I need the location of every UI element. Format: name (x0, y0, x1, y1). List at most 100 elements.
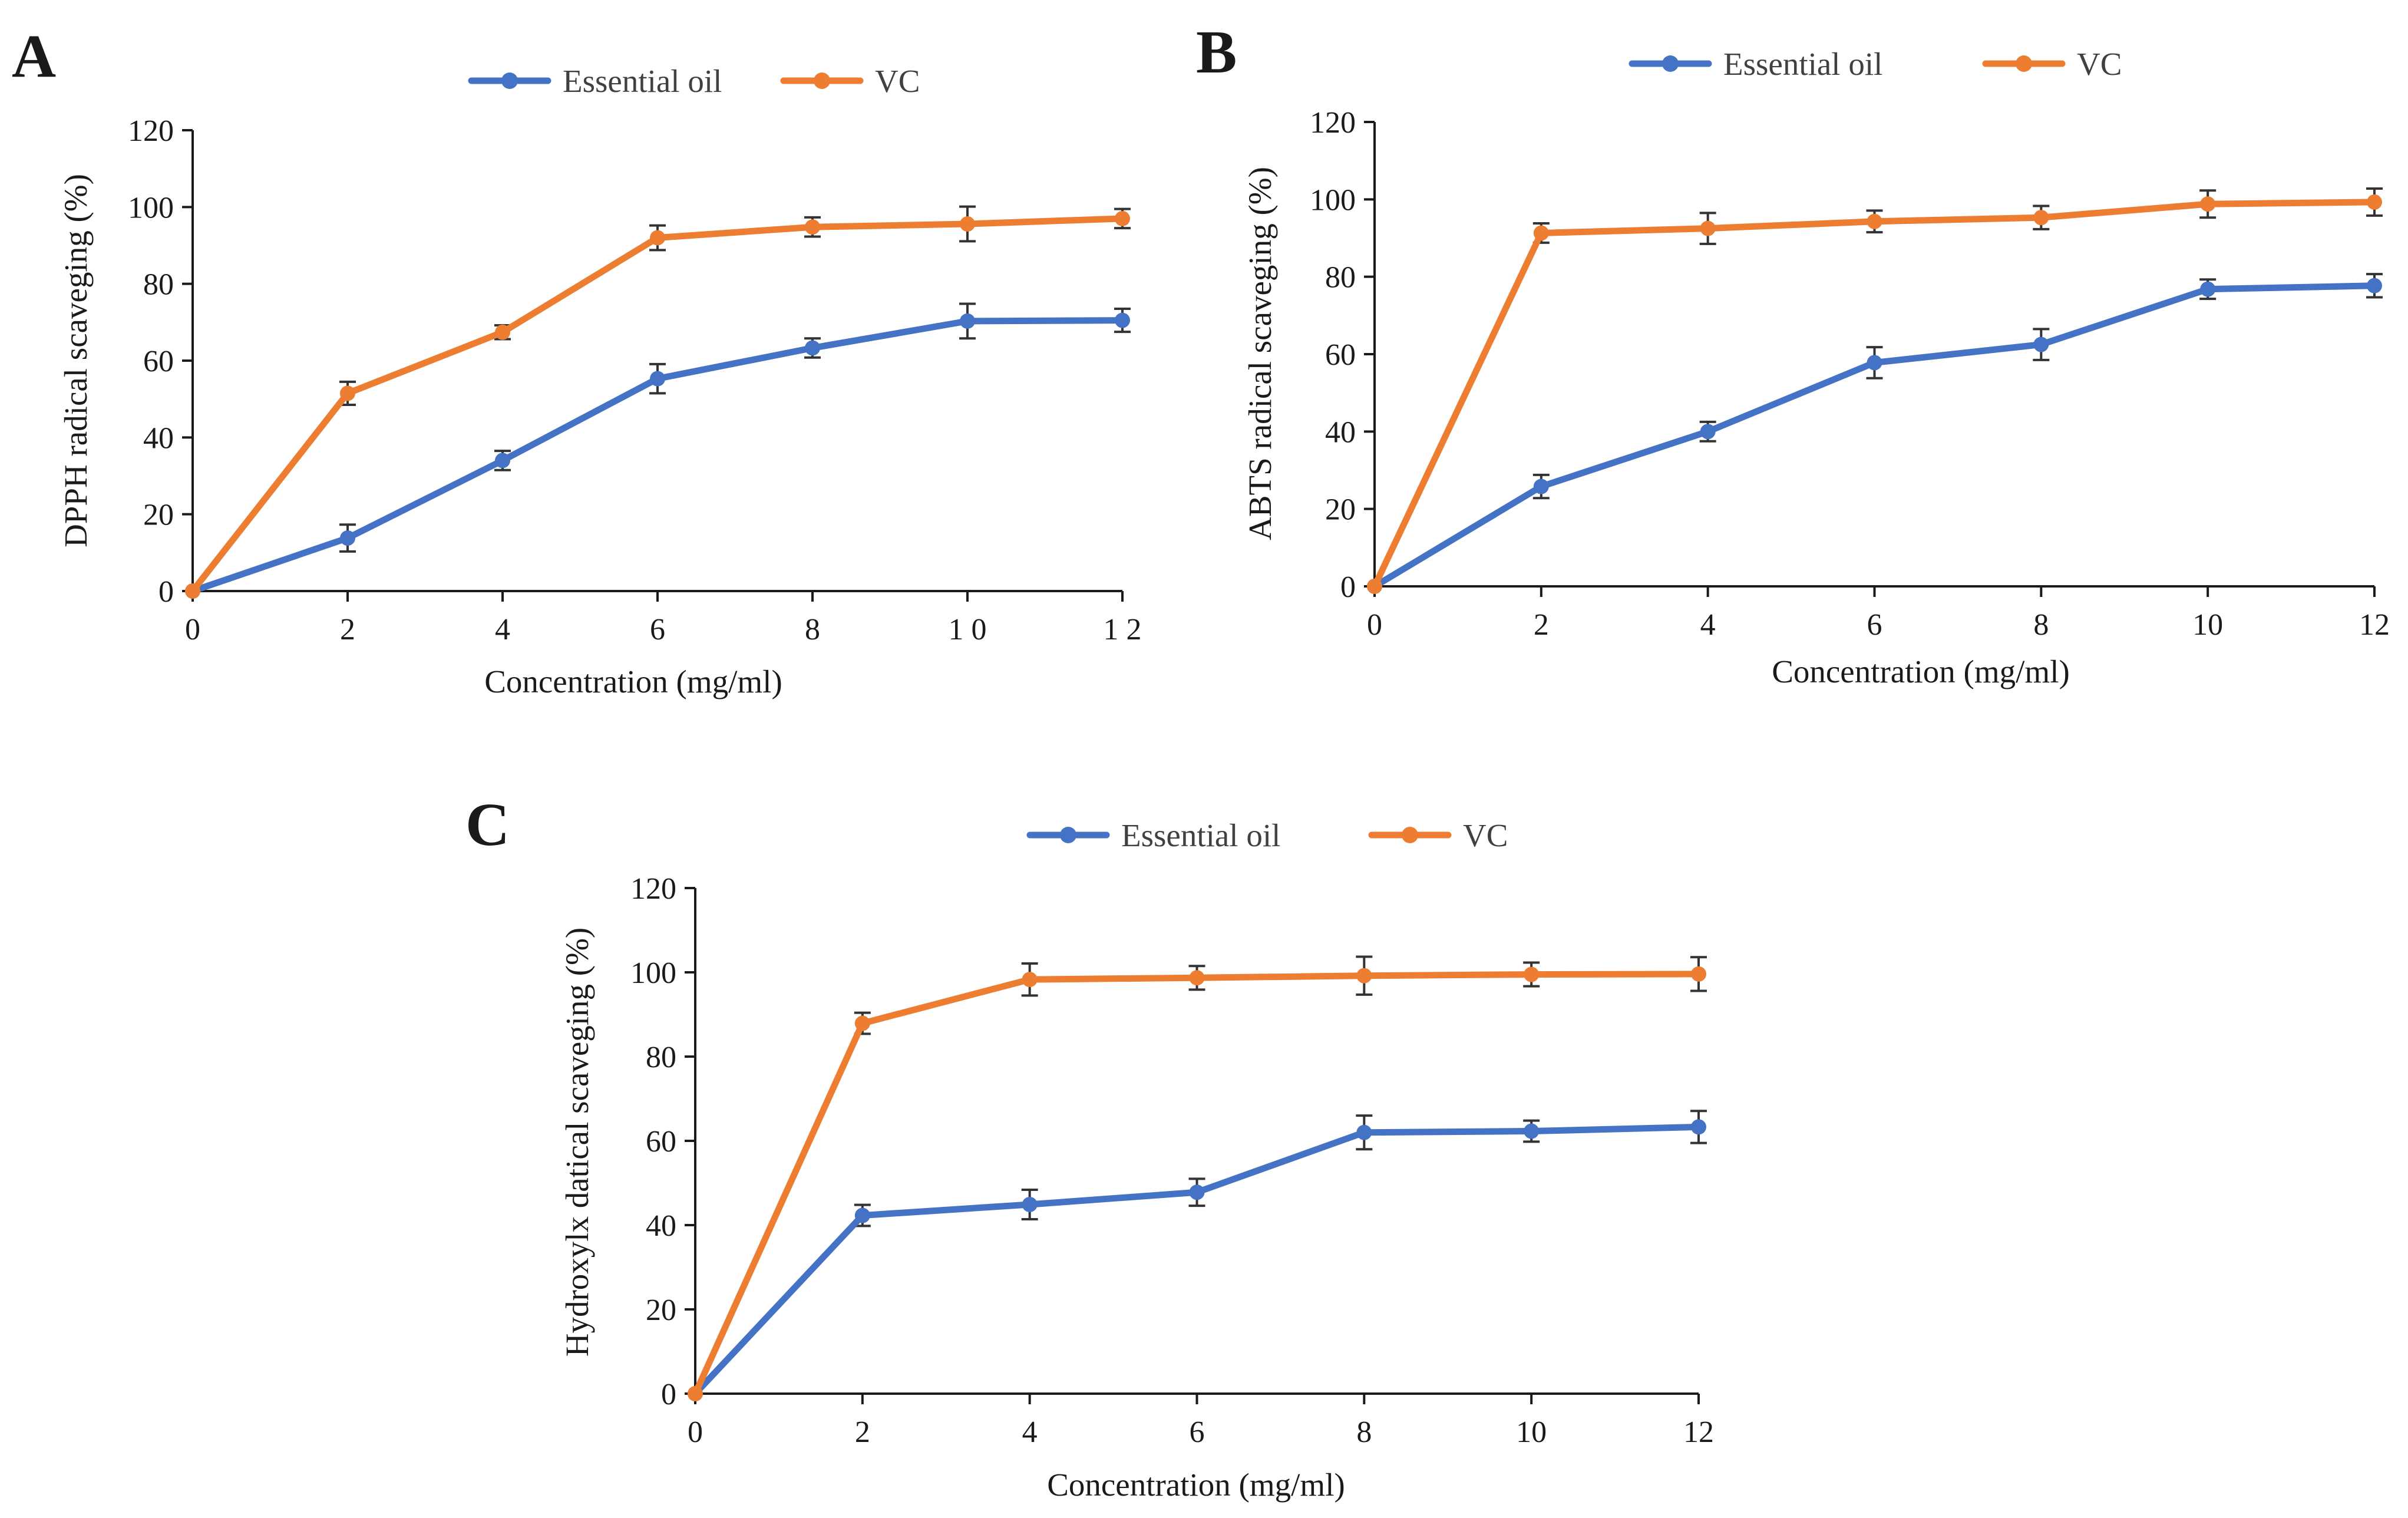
x-tick-label: 4 (1700, 608, 1716, 642)
series-essential-oil (688, 1110, 1707, 1401)
x-tick-label: 10 (1516, 1415, 1547, 1449)
legend-item-vc: VC (1368, 817, 1508, 853)
data-point (960, 216, 975, 232)
x-axis-title: Concentration (mg/ml) (1047, 1467, 1345, 1503)
data-point (2033, 210, 2049, 226)
legend-item-essential-oil: Essential oil (1629, 46, 1882, 82)
x-axis-title: Concentration (mg/ml) (484, 664, 782, 699)
chart-panel-b: B 0 20 40 60 80 100 120 0 2 4 6 8 10 12 Concentration (… (1196, 18, 2390, 689)
y-tick-label: 20 (143, 499, 174, 532)
data-point (2367, 194, 2382, 210)
x-tick-label: 2 (855, 1415, 870, 1449)
y-tick-label: 60 (646, 1125, 676, 1159)
x-tick-label: 8 (2033, 608, 2049, 642)
data-point (185, 583, 200, 599)
chart-panel-c: C 0 20 40 60 80 100 120 0 2 4 6 8 10 12 Concentration (… (465, 791, 1714, 1503)
legend-item-essential-oil: Essential oil (1026, 817, 1280, 853)
series-line (692, 1123, 1702, 1397)
series-line (1371, 199, 2378, 590)
legend-label: VC (875, 63, 920, 99)
y-tick-label: 120 (1310, 106, 1356, 140)
data-point (1115, 312, 1130, 328)
x-tick-label: 10 (2192, 608, 2223, 642)
x-tick-label: 12 (1683, 1415, 1714, 1449)
series-line (1371, 282, 2378, 590)
series-essential-oil (185, 302, 1131, 599)
x-tick-label: 2 (1534, 608, 1549, 642)
x-tick-label: 0 (185, 613, 200, 646)
x-tick-label: 6 (1867, 608, 1882, 642)
y-tick-label: 20 (1325, 493, 1356, 527)
legend-item-vc: VC (780, 63, 920, 99)
data-point (854, 1015, 870, 1031)
series-vc (185, 205, 1131, 599)
series-vc (1367, 187, 2383, 594)
data-point (1524, 1123, 1540, 1139)
y-tick-label: 80 (1325, 261, 1356, 295)
y-tick-label: 40 (646, 1209, 676, 1243)
x-tick-label: 4 (495, 613, 510, 646)
data-point (1356, 1124, 1372, 1140)
data-point (805, 340, 820, 356)
x-tick-label: 6 (1190, 1415, 1205, 1449)
y-tick-label: 40 (1325, 415, 1356, 449)
data-point (495, 453, 510, 468)
data-point (1533, 478, 1549, 494)
legend-swatch-marker (1402, 827, 1418, 843)
legend-swatch-marker (2016, 55, 2032, 72)
panel-label: B (1196, 18, 1237, 86)
data-point (2200, 196, 2216, 212)
x-tick-label: 4 (1022, 1415, 1038, 1449)
data-point (340, 385, 355, 401)
y-axis-title: Hydroxylx datical scaveging (%) (559, 928, 595, 1357)
data-point (688, 1386, 703, 1401)
y-tick-label: 60 (1325, 338, 1356, 372)
y-tick-label: 20 (646, 1293, 676, 1327)
y-tick-label: 100 (128, 191, 174, 225)
legend-label: VC (1463, 817, 1508, 853)
x-tick-label: 1 0 (949, 613, 987, 646)
x-tick-label: 8 (805, 613, 820, 646)
legend-swatch-marker (501, 72, 518, 89)
y-tick-label: 100 (1310, 183, 1356, 217)
legend-swatch-marker (1060, 827, 1076, 843)
data-point (650, 371, 665, 387)
legend-item-vc: VC (1982, 46, 2122, 82)
legend-swatch-marker (814, 72, 830, 89)
y-axis-title: ABTS radical scaveging (%) (1242, 167, 1278, 540)
data-point (1691, 966, 1706, 982)
legend-label: Essential oil (563, 63, 722, 99)
series-essential-oil (1367, 273, 2383, 594)
panel-label: A (12, 22, 56, 90)
x-axis-title: Concentration (mg/ml) (1772, 654, 2070, 689)
y-tick-label: 120 (128, 114, 174, 148)
y-axis-title: DPPH radical scaveging (%) (58, 174, 94, 547)
x-tick-label: 8 (1356, 1415, 1372, 1449)
x-tick-label: 0 (1367, 608, 1382, 642)
data-point (805, 219, 820, 235)
data-point (1867, 355, 1882, 371)
x-tick-label: 6 (650, 613, 665, 646)
data-point (2033, 336, 2049, 352)
data-point (1367, 579, 1382, 594)
data-point (1189, 970, 1205, 986)
data-point (495, 324, 510, 340)
data-point (1189, 1184, 1205, 1200)
y-tick-label: 0 (1340, 570, 1356, 604)
y-tick-label: 80 (143, 268, 174, 302)
legend-label: Essential oil (1723, 46, 1882, 82)
legend-label: VC (2077, 46, 2122, 82)
data-point (2367, 278, 2382, 293)
x-tick-label: 12 (2359, 608, 2390, 642)
data-point (1022, 1196, 1038, 1212)
y-tick-label: 120 (630, 872, 676, 906)
y-tick-label: 80 (646, 1041, 676, 1074)
data-point (1022, 972, 1038, 988)
legend-label: Essential oil (1121, 817, 1280, 853)
legend-item-essential-oil: Essential oil (468, 63, 722, 99)
data-point (1700, 220, 1716, 236)
legend-swatch-marker (1662, 55, 1679, 72)
data-point (1356, 968, 1372, 984)
